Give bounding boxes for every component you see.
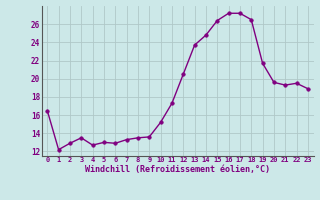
X-axis label: Windchill (Refroidissement éolien,°C): Windchill (Refroidissement éolien,°C) — [85, 165, 270, 174]
